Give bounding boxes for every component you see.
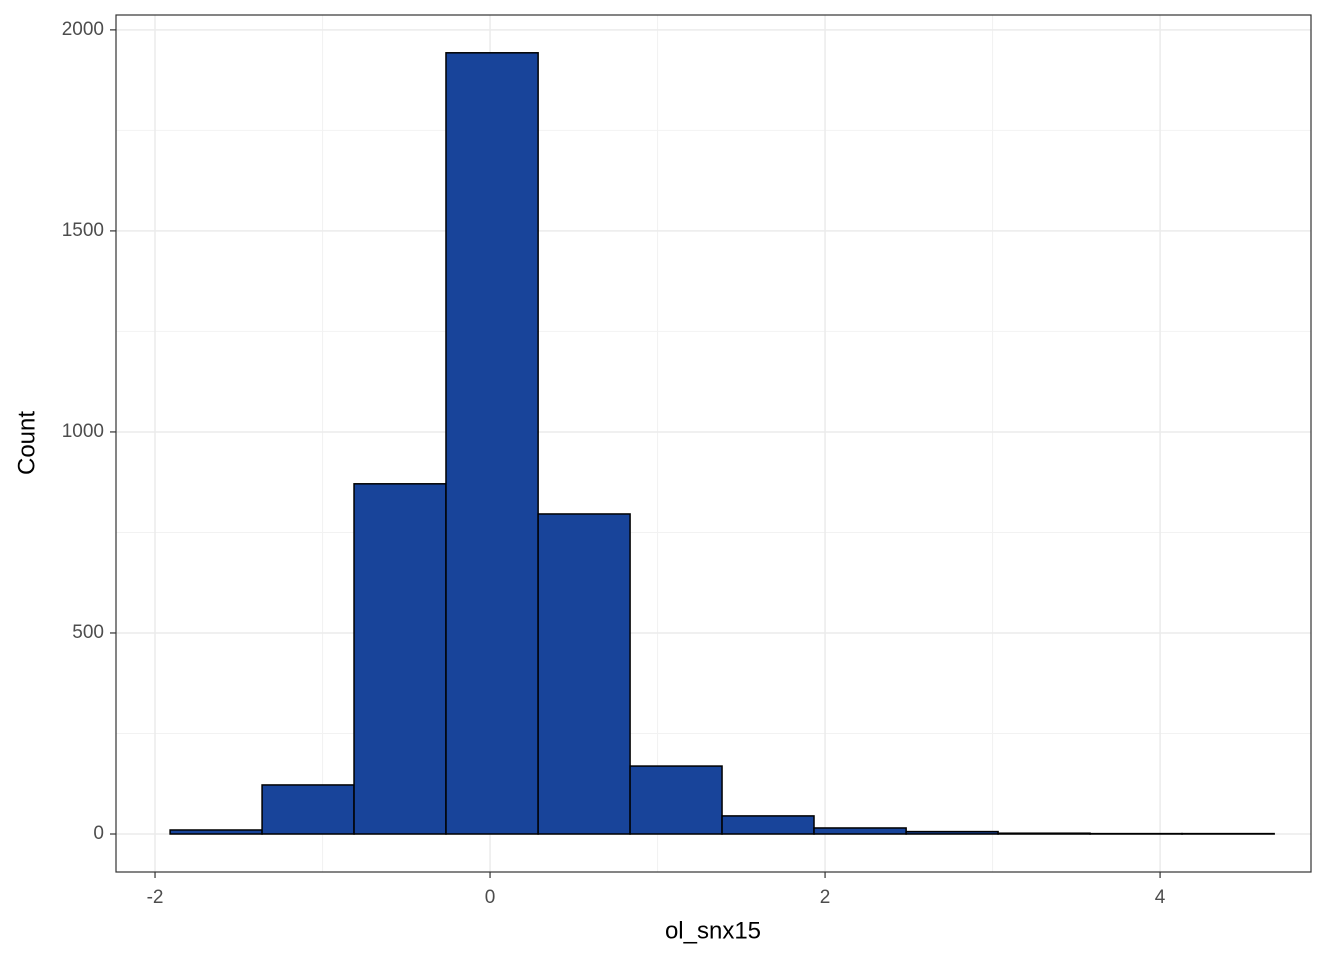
- bar: [906, 832, 998, 834]
- bar: [814, 828, 906, 834]
- x-tick-label: 4: [1155, 887, 1166, 908]
- y-tick-label: 1000: [62, 421, 104, 442]
- y-axis-title: Count: [13, 411, 40, 475]
- x-axis-title: ol_snx15: [665, 917, 761, 944]
- bar: [630, 766, 722, 834]
- bar: [170, 830, 262, 834]
- x-tick-label: 2: [820, 887, 831, 908]
- y-tick-label: 0: [93, 823, 104, 844]
- bar: [262, 785, 354, 834]
- bar: [354, 484, 446, 834]
- y-tick-label: 1500: [62, 220, 104, 241]
- y-tick-label: 500: [72, 622, 104, 643]
- x-tick-label: 0: [485, 887, 496, 908]
- bar: [998, 833, 1090, 834]
- x-tick-label: -2: [147, 887, 164, 908]
- bar: [722, 816, 814, 834]
- y-tick-label: 2000: [62, 19, 104, 40]
- bar: [538, 514, 630, 834]
- bar: [446, 53, 538, 834]
